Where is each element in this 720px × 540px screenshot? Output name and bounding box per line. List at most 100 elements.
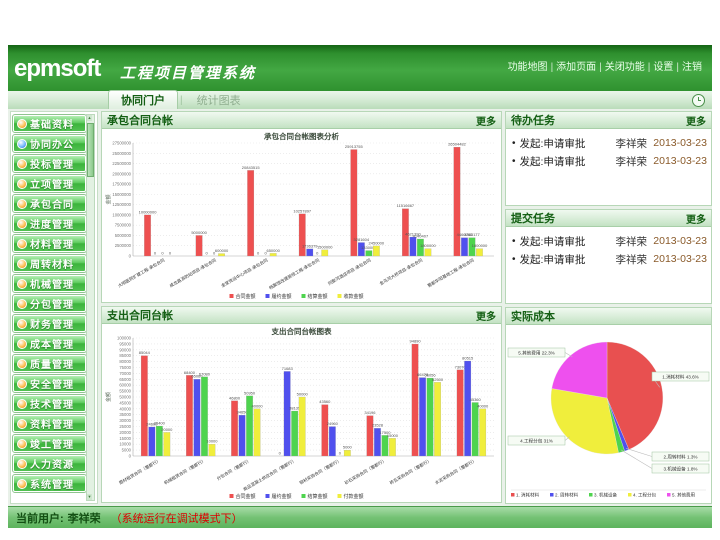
panel-contract-header: 承包合同台帐 更多 bbox=[102, 112, 501, 129]
more-link-expense[interactable]: 更多 bbox=[476, 311, 496, 323]
scroll-up-icon[interactable]: ▲ bbox=[87, 115, 92, 121]
svg-text:75000: 75000 bbox=[119, 365, 131, 370]
task-row[interactable]: • 发起:申请审批 李祥荣 2013-03-23 bbox=[512, 134, 707, 152]
task-row[interactable]: • 发起:申请审批 李祥荣 2013-03-23 bbox=[512, 250, 707, 268]
svg-text:50000: 50000 bbox=[119, 395, 131, 400]
sidebar-item-3[interactable]: 立项管理 bbox=[12, 174, 87, 193]
task-row[interactable]: • 发起:申请审批 李祥荣 2013-03-23 bbox=[512, 152, 707, 170]
sidebar-item-9[interactable]: 分包管理 bbox=[12, 294, 87, 313]
svg-text:65000: 65000 bbox=[119, 377, 131, 382]
menu-ball-icon bbox=[17, 338, 27, 349]
scrollbar-thumb[interactable] bbox=[87, 123, 94, 177]
more-link-submitted[interactable]: 更多 bbox=[686, 214, 706, 226]
tab-0[interactable]: 协同门户 bbox=[108, 90, 178, 110]
svg-text:46800: 46800 bbox=[229, 395, 241, 400]
header-link-0[interactable]: 功能地图 bbox=[507, 62, 548, 73]
submitted-task-list: • 发起:申请审批 李祥荣 2013-03-23 • 发起:申请审批 李祥荣 2013-03-… bbox=[506, 227, 711, 268]
panel-title: 承包合同台帐 bbox=[107, 115, 173, 127]
svg-text:20000: 20000 bbox=[119, 430, 131, 435]
menu-ball-icon bbox=[17, 238, 27, 249]
svg-text:1800000: 1800000 bbox=[420, 243, 436, 248]
sidebar-item-18[interactable]: 系统管理 bbox=[12, 474, 87, 493]
svg-text:0: 0 bbox=[161, 251, 164, 256]
more-link-contract[interactable]: 更多 bbox=[476, 116, 496, 128]
menu-ball-icon bbox=[17, 378, 27, 389]
sidebar-item-6[interactable]: 材料管理 bbox=[12, 234, 87, 253]
sidebar-item-1[interactable]: 协同办公 bbox=[12, 134, 87, 153]
sidebar-item-10[interactable]: 财务管理 bbox=[12, 314, 87, 333]
panel-expense: 支出合同台帐 更多 支出合同台帐图表 金额 0 5000 10000 15000 20000… bbox=[101, 306, 502, 503]
panel-cost: 实际成本 1.消耗材料 43.6% 2.周转材料 1.3% 3.机械设备 1.8% 4… bbox=[505, 307, 712, 504]
sidebar-item-13[interactable]: 安全管理 bbox=[12, 374, 87, 393]
more-link-todo[interactable]: 更多 bbox=[686, 116, 706, 128]
svg-text:34650: 34650 bbox=[237, 410, 249, 415]
svg-text:17500000: 17500000 bbox=[112, 182, 131, 187]
svg-text:0: 0 bbox=[316, 251, 319, 256]
svg-text:履约金额: 履约金额 bbox=[272, 493, 292, 500]
sidebar-item-14[interactable]: 技术管理 bbox=[12, 394, 87, 413]
sidebar-item-8[interactable]: 机械管理 bbox=[12, 274, 87, 293]
svg-text:2.周转材料 1.3%: 2.周转材料 1.3% bbox=[664, 454, 698, 461]
sidebar-item-11[interactable]: 成本管理 bbox=[12, 334, 87, 353]
tab-1[interactable]: 统计图表 bbox=[196, 94, 241, 107]
sidebar-item-4[interactable]: 承包合同 bbox=[12, 194, 87, 213]
svg-text:10000: 10000 bbox=[206, 439, 218, 444]
svg-text:50000: 50000 bbox=[297, 392, 309, 397]
clock-icon[interactable] bbox=[692, 94, 705, 107]
task-user: 李祥荣 bbox=[615, 235, 648, 248]
svg-text:80000: 80000 bbox=[119, 359, 131, 364]
sidebar-item-label: 分包管理 bbox=[30, 300, 74, 311]
current-user-label: 当前用户: bbox=[16, 512, 64, 525]
sidebar-item-17[interactable]: 人力资源 bbox=[12, 454, 87, 473]
sidebar-item-label: 投标管理 bbox=[30, 160, 74, 171]
sidebar-item-16[interactable]: 竣工管理 bbox=[12, 434, 87, 453]
app-window: epmsoft 工程项目管理系统 功能地图 | 添加页面 | 关闭功能 | 设置 | 注销 协同… bbox=[8, 45, 712, 528]
svg-text:10000: 10000 bbox=[119, 442, 131, 447]
tab-bar: 协同门户 | 统计图表 bbox=[8, 90, 712, 110]
header-link-1[interactable]: 添加页面 bbox=[556, 62, 597, 73]
svg-text:1500000: 1500000 bbox=[317, 244, 333, 249]
svg-text:金额: 金额 bbox=[105, 194, 112, 204]
sidebar-item-5[interactable]: 进度管理 bbox=[12, 214, 87, 233]
panel-expense-header: 支出合同台帐 更多 bbox=[102, 307, 501, 324]
svg-text:收款金额: 收款金额 bbox=[344, 293, 364, 300]
task-date: 2013-03-23 bbox=[653, 253, 707, 265]
sidebar-item-2[interactable]: 投标管理 bbox=[12, 154, 87, 173]
sidebar-item-12[interactable]: 质量管理 bbox=[12, 354, 87, 373]
menu-ball-icon bbox=[17, 478, 27, 489]
svg-text:4140407: 4140407 bbox=[413, 233, 429, 238]
link-separator: | bbox=[599, 62, 602, 73]
sidebar-item-15[interactable]: 资料管理 bbox=[12, 414, 87, 433]
svg-text:55000: 55000 bbox=[119, 389, 131, 394]
task-action: 发起:申请审批 bbox=[519, 137, 586, 150]
scroll-down-icon[interactable]: ▼ bbox=[87, 494, 92, 500]
svg-text:1. 消耗材料: 1. 消耗材料 bbox=[516, 492, 540, 499]
bullet-icon: • bbox=[512, 235, 516, 247]
header-link-2[interactable]: 关闭功能 bbox=[604, 62, 645, 73]
sidebar-item-0[interactable]: 基础资料 bbox=[12, 114, 87, 133]
svg-text:11516667: 11516667 bbox=[397, 203, 415, 208]
svg-text:600000: 600000 bbox=[215, 248, 229, 253]
menu-ball-icon bbox=[17, 178, 27, 189]
sidebar-item-7[interactable]: 周转材料 bbox=[12, 254, 87, 273]
task-row[interactable]: • 发起:申请审批 李祥荣 2013-03-23 bbox=[512, 232, 707, 250]
link-separator: | bbox=[550, 62, 554, 73]
svg-text:金额: 金额 bbox=[105, 392, 112, 402]
header-link-3[interactable]: 设置 bbox=[653, 62, 674, 73]
svg-text:24960: 24960 bbox=[327, 421, 339, 426]
svg-text:71683: 71683 bbox=[282, 366, 294, 371]
svg-text:砂石采购合同（蜀都行）: 砂石采购合同（蜀都行） bbox=[343, 457, 387, 487]
svg-text:95000: 95000 bbox=[119, 341, 131, 346]
svg-text:26504482: 26504482 bbox=[448, 142, 467, 147]
svg-text:0: 0 bbox=[257, 251, 260, 256]
svg-text:5000: 5000 bbox=[122, 448, 132, 453]
menu-ball-icon bbox=[17, 278, 27, 289]
svg-text:10000000: 10000000 bbox=[139, 209, 158, 214]
sidebar-scrollbar[interactable]: ▲ ▼ bbox=[86, 114, 95, 501]
menu-ball-icon bbox=[17, 258, 27, 269]
svg-text:50950: 50950 bbox=[244, 390, 256, 395]
svg-text:25913755: 25913755 bbox=[345, 144, 364, 149]
svg-text:合同金额: 合同金额 bbox=[236, 493, 256, 500]
svg-text:机械租赁合同（蜀都行）: 机械租赁合同（蜀都行） bbox=[163, 457, 207, 487]
header-link-4[interactable]: 注销 bbox=[682, 62, 702, 73]
